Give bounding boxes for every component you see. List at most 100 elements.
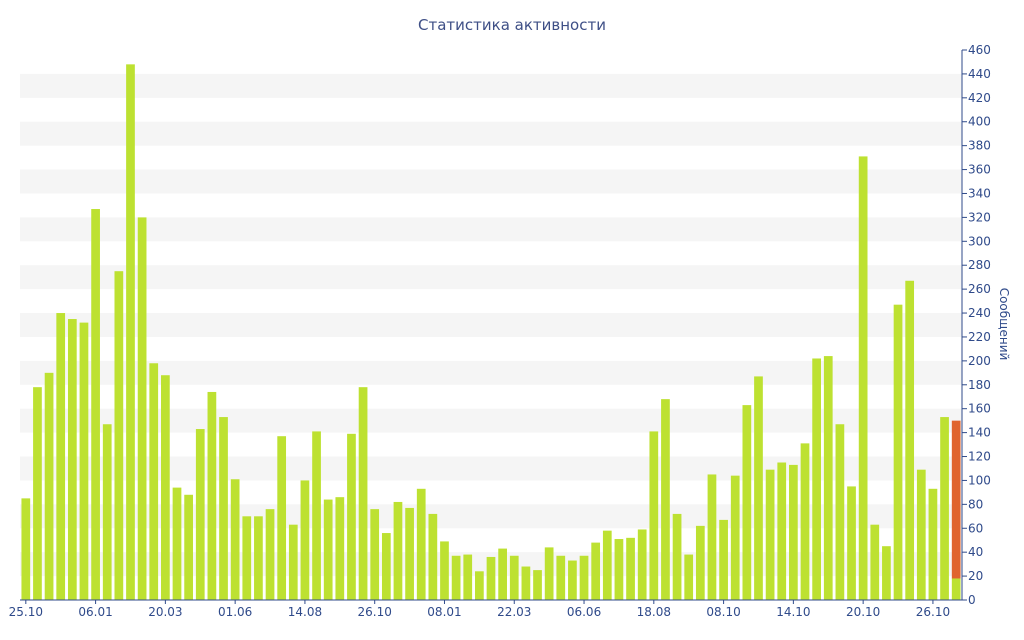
bar bbox=[916, 469, 926, 600]
bar bbox=[602, 530, 612, 600]
bar bbox=[591, 542, 601, 600]
bar bbox=[288, 524, 298, 600]
bar bbox=[137, 217, 147, 601]
x-tick-label: 26.10 bbox=[916, 605, 950, 619]
x-tick-label: 14.08 bbox=[288, 605, 322, 619]
bar bbox=[882, 546, 891, 600]
y-tick-label: 360 bbox=[968, 163, 991, 177]
bar bbox=[498, 548, 507, 600]
y-tick-label: 280 bbox=[968, 258, 991, 272]
bar bbox=[719, 519, 728, 600]
y-tick-label: 260 bbox=[968, 282, 991, 296]
bar bbox=[358, 387, 368, 600]
bar bbox=[347, 433, 356, 600]
y-tick-label: 440 bbox=[968, 67, 991, 81]
bar bbox=[416, 488, 426, 600]
bar bbox=[428, 513, 438, 600]
bars bbox=[21, 64, 961, 601]
y-tick-label: 340 bbox=[968, 186, 991, 200]
y-tick-label: 180 bbox=[968, 378, 991, 392]
x-tick-label: 14.10 bbox=[776, 605, 810, 619]
bar bbox=[79, 322, 89, 600]
x-tick-label: 20.10 bbox=[846, 605, 880, 619]
bar bbox=[579, 555, 589, 600]
bar bbox=[370, 509, 380, 600]
bar bbox=[381, 533, 391, 600]
bar bbox=[44, 372, 54, 600]
bar bbox=[312, 431, 321, 600]
x-tick-label: 18.08 bbox=[637, 605, 671, 619]
x-tick-label: 06.01 bbox=[78, 605, 112, 619]
bar bbox=[21, 498, 31, 600]
bar bbox=[463, 554, 473, 600]
bar bbox=[870, 524, 880, 600]
bar bbox=[33, 387, 42, 600]
bar bbox=[521, 566, 531, 600]
bar bbox=[614, 539, 624, 600]
bar bbox=[951, 578, 961, 600]
y-tick-label: 100 bbox=[968, 473, 991, 487]
bar bbox=[544, 547, 554, 600]
bar bbox=[637, 529, 647, 600]
y-tick-label: 0 bbox=[968, 593, 976, 607]
bar bbox=[323, 499, 333, 600]
bar bbox=[800, 443, 810, 600]
bar bbox=[742, 405, 752, 600]
grid-band bbox=[20, 360, 962, 385]
bar bbox=[91, 209, 100, 601]
bar bbox=[940, 417, 949, 600]
bar bbox=[207, 391, 217, 600]
x-tick-label: 06.06 bbox=[567, 605, 601, 619]
bar bbox=[730, 475, 740, 600]
x-tick-label: 08.01 bbox=[427, 605, 461, 619]
y-tick-label: 220 bbox=[968, 330, 991, 344]
bar bbox=[661, 399, 670, 600]
x-tick-label: 25.10 bbox=[9, 605, 43, 619]
bar bbox=[754, 376, 763, 600]
x-tick-label: 01.06 bbox=[218, 605, 252, 619]
bar bbox=[67, 319, 77, 600]
bar bbox=[254, 516, 263, 600]
bar bbox=[335, 497, 345, 600]
y-tick-label: 80 bbox=[968, 497, 983, 511]
chart-title: Статистика активности bbox=[418, 16, 606, 34]
bar bbox=[265, 509, 275, 600]
y-tick-label: 380 bbox=[968, 139, 991, 153]
bar bbox=[893, 304, 903, 600]
y-tick-label: 160 bbox=[968, 402, 991, 416]
bar bbox=[475, 571, 484, 600]
bar bbox=[56, 313, 66, 600]
x-tick-label: 26.10 bbox=[358, 605, 392, 619]
bar bbox=[486, 556, 496, 600]
x-tick-label: 20.03 bbox=[148, 605, 182, 619]
grid-band bbox=[20, 121, 962, 146]
bar bbox=[195, 429, 205, 600]
bar bbox=[765, 469, 775, 600]
bar bbox=[684, 554, 694, 600]
x-tick-label: 22.03 bbox=[497, 605, 531, 619]
y-tick-label: 200 bbox=[968, 354, 991, 368]
bar bbox=[393, 501, 403, 600]
bar bbox=[847, 486, 856, 600]
bar bbox=[230, 479, 240, 600]
y-tick-label: 140 bbox=[968, 426, 991, 440]
bar bbox=[440, 541, 449, 600]
bar-highlight bbox=[951, 420, 961, 579]
bar bbox=[161, 375, 170, 600]
bar bbox=[277, 436, 287, 600]
bar bbox=[695, 525, 705, 600]
y-tick-label: 420 bbox=[968, 91, 991, 105]
y-tick-label: 240 bbox=[968, 306, 991, 320]
y-tick-label: 460 bbox=[968, 43, 991, 57]
bar bbox=[789, 464, 798, 600]
y-tick-label: 120 bbox=[968, 450, 991, 464]
y-axis: 0 20 40 60 80 100 120 140 160 180 200 220 240 260 280 3… bbox=[961, 43, 991, 607]
bar bbox=[509, 555, 519, 600]
bar bbox=[568, 560, 577, 600]
bar bbox=[451, 555, 461, 600]
grid-band bbox=[20, 73, 962, 98]
bar bbox=[649, 431, 659, 600]
grid-band bbox=[20, 408, 962, 433]
bar bbox=[812, 358, 821, 600]
